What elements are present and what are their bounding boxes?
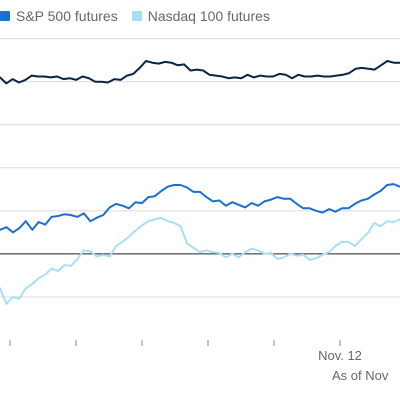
legend-label-sp500: S&P 500 futures (16, 8, 118, 24)
legend-label-nasdaq: Nasdaq 100 futures (147, 8, 270, 24)
legend-swatch-sp500 (0, 11, 10, 21)
x-tick-label-5: Nov. 12 (318, 348, 362, 363)
x-axis: Nov. 12 (9, 340, 362, 363)
series-line-1 (0, 183, 400, 234)
legend-item-sp500[interactable]: S&P 500 futures (0, 8, 118, 24)
as-of-note: As of Nov (332, 368, 389, 383)
legend-swatch-nasdaq (131, 11, 142, 21)
series-lines (0, 60, 400, 305)
gridlines (0, 38, 400, 298)
series-line-2 (0, 216, 400, 305)
legend: S&P 500 futures Nasdaq 100 futures (0, 6, 270, 26)
series-line-0 (0, 60, 400, 85)
legend-item-nasdaq[interactable]: Nasdaq 100 futures (131, 8, 270, 24)
